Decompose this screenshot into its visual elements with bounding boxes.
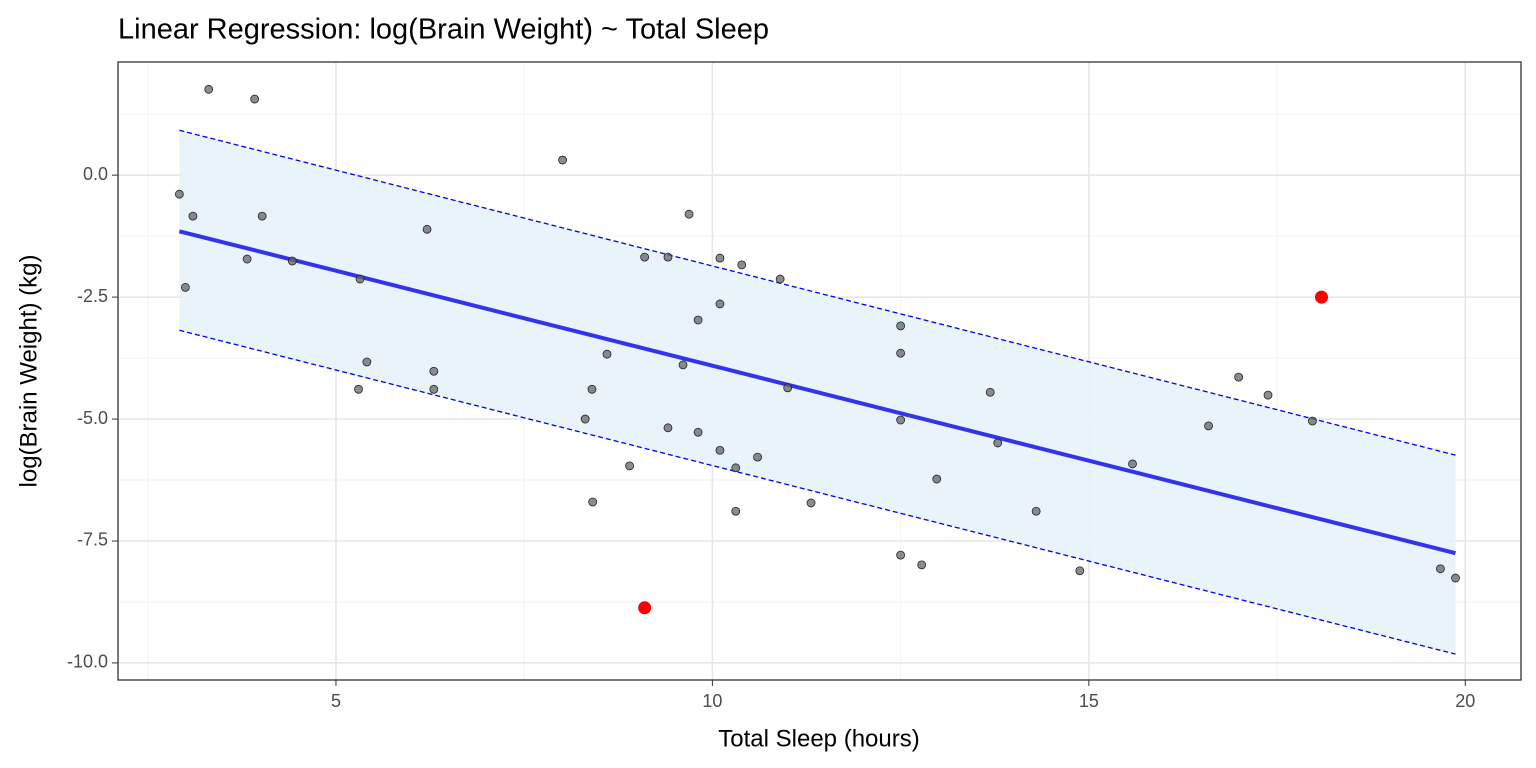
point xyxy=(917,560,927,570)
point xyxy=(1031,506,1041,516)
point xyxy=(1308,416,1317,426)
x-tick-label: 5 xyxy=(331,691,341,711)
y-tick-label: -2.5 xyxy=(77,286,108,306)
point xyxy=(1075,566,1085,576)
point xyxy=(896,348,906,358)
point xyxy=(783,383,793,393)
point xyxy=(715,299,725,309)
point xyxy=(1451,573,1460,583)
point xyxy=(638,601,652,615)
x-tick-label: 20 xyxy=(1455,691,1475,711)
point xyxy=(188,211,198,221)
point xyxy=(678,360,688,370)
point xyxy=(753,452,762,462)
point xyxy=(731,506,741,516)
y-tick-label: 0.0 xyxy=(83,164,108,184)
band-lower-line xyxy=(179,329,1456,655)
point xyxy=(587,384,597,394)
point xyxy=(684,209,694,219)
x-tick-label: 10 xyxy=(702,691,722,711)
point xyxy=(806,498,816,508)
point xyxy=(242,254,252,264)
point xyxy=(663,423,673,433)
point xyxy=(355,274,365,284)
point xyxy=(737,260,747,270)
point xyxy=(362,357,372,367)
point xyxy=(731,463,741,473)
point xyxy=(896,321,906,331)
point xyxy=(693,427,703,437)
band-upper-line xyxy=(179,129,1456,456)
point xyxy=(896,550,906,560)
point xyxy=(354,384,363,394)
point xyxy=(1128,459,1137,469)
regression-line xyxy=(178,229,1456,556)
point xyxy=(640,252,650,262)
point xyxy=(985,387,995,397)
point xyxy=(1436,564,1445,574)
y-axis-label: log(Brain Weight) (kg) xyxy=(15,255,42,488)
y-tick-label: -10.0 xyxy=(67,652,108,672)
point xyxy=(257,211,267,221)
panel-border xyxy=(117,61,1522,681)
point xyxy=(775,274,785,284)
y-tick-label: -7.5 xyxy=(77,530,108,550)
point xyxy=(558,155,567,165)
point xyxy=(1204,421,1213,431)
y-tick-label: -5.0 xyxy=(77,408,108,428)
x-axis-label: Total Sleep (hours) xyxy=(718,725,919,752)
point xyxy=(1263,390,1273,400)
chart-title: Linear Regression: log(Brain Weight) ~ T… xyxy=(118,14,769,46)
point xyxy=(580,414,590,424)
point xyxy=(287,256,297,266)
point xyxy=(429,366,439,376)
point xyxy=(1314,290,1328,304)
point xyxy=(250,94,260,104)
point xyxy=(588,497,598,507)
point xyxy=(896,415,906,425)
point xyxy=(693,315,703,325)
point xyxy=(625,461,634,471)
point xyxy=(204,84,214,94)
point xyxy=(663,252,673,262)
point xyxy=(715,445,725,455)
point xyxy=(1234,372,1244,382)
point xyxy=(174,189,184,199)
point xyxy=(180,282,190,292)
point xyxy=(715,253,725,263)
point xyxy=(429,384,439,394)
point xyxy=(422,224,432,234)
x-tick-label: 15 xyxy=(1079,691,1099,711)
point xyxy=(602,349,612,359)
point xyxy=(993,438,1003,448)
point xyxy=(932,474,942,484)
